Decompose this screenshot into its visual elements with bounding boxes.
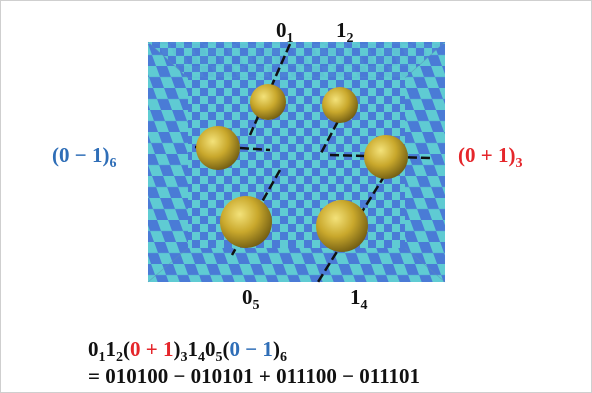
eq-sub: 5 (215, 350, 222, 365)
eq-term: 0 + 1 (130, 337, 173, 361)
eq-term: 0 (88, 337, 99, 361)
label-text: 1 (350, 285, 361, 309)
label-sub: 5 (253, 298, 260, 313)
eq-sub: 4 (198, 350, 205, 365)
eq-term: 0 (205, 337, 216, 361)
eq-term: 1 (106, 337, 117, 361)
eq-sub: 2 (116, 350, 123, 365)
label-sub: 6 (109, 156, 116, 171)
label: 14 (350, 285, 368, 313)
eq-term: 1 (187, 337, 198, 361)
sphere (250, 84, 286, 120)
label: (0 + 1)3 (458, 143, 522, 171)
label-sub: 4 (361, 298, 368, 313)
equation-line: 0112(0 + 1)31405(0 − 1)6 (88, 337, 287, 365)
eq-term: 0 − 1 (229, 337, 272, 361)
diagram: 01 12 (0 − 1)6 (0 + 1)3 05 14 0112(0 + 1… (0, 0, 592, 393)
eq-paren: ( (123, 337, 130, 361)
eq-paren: ) (173, 337, 180, 361)
label-text: 1 (336, 18, 347, 42)
eq-sub: 1 (99, 350, 106, 365)
label-text: 0 (242, 285, 253, 309)
label: 12 (336, 18, 354, 46)
sphere (322, 87, 358, 123)
label-sub: 3 (515, 156, 522, 171)
eq-sub: 6 (280, 350, 287, 365)
equation-line: = 010100 − 010101 + 011100 − 011101 (88, 364, 420, 388)
eq-sub: 3 (180, 350, 187, 365)
sphere (220, 196, 272, 248)
figure: 01 12 (0 − 1)6 (0 + 1)3 05 14 0112(0 + 1… (0, 0, 592, 393)
eq-paren: ( (222, 337, 229, 361)
label-text: (0 + 1) (458, 143, 515, 167)
sphere (316, 200, 368, 252)
label: 05 (242, 285, 260, 313)
label: 01 (276, 18, 294, 46)
eq-paren: ) (273, 337, 280, 361)
sphere (364, 135, 408, 179)
sphere (196, 126, 240, 170)
label-sub: 2 (347, 31, 354, 46)
label: (0 − 1)6 (52, 143, 116, 171)
label-text: (0 − 1) (52, 143, 109, 167)
label-sub: 1 (287, 31, 294, 46)
label-text: 0 (276, 18, 287, 42)
